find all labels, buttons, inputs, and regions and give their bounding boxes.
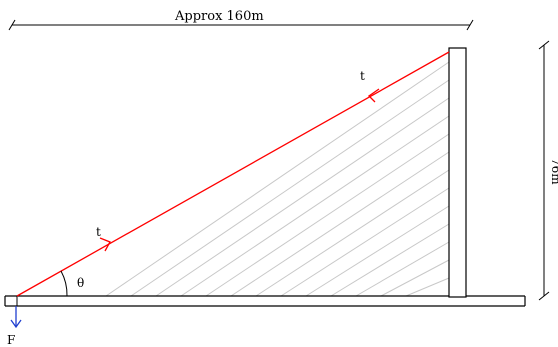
tension-label-lower: t <box>96 225 101 239</box>
stay-cable <box>230 151 450 297</box>
stay-cable <box>305 205 450 297</box>
stay-cable <box>380 259 450 297</box>
tension-label-upper: t <box>360 69 365 83</box>
force-arrow <box>10 306 22 329</box>
main-cable <box>16 51 450 297</box>
tension-arrow-upper <box>367 88 380 103</box>
angle-label: θ <box>77 276 84 290</box>
stay-cable <box>280 187 450 297</box>
span-label: Approx 160m <box>174 9 264 24</box>
stay-cable <box>355 241 450 297</box>
bridge-deck <box>4 295 526 307</box>
force-label: F <box>7 333 15 347</box>
stay-cable <box>405 277 450 297</box>
angle-arc <box>60 270 68 297</box>
stay-cable <box>205 133 450 297</box>
stay-cable <box>105 61 450 297</box>
height-label: 76m <box>549 158 558 185</box>
stay-cables <box>105 61 450 297</box>
stay-cable <box>130 79 450 297</box>
stay-cable <box>155 97 450 297</box>
tower <box>448 47 467 298</box>
stay-cable <box>330 223 450 297</box>
stay-cable <box>180 115 450 297</box>
span-dimension <box>8 19 474 31</box>
stay-cable <box>255 169 450 297</box>
tension-arrow-lower <box>99 237 111 252</box>
height-dimension <box>538 40 550 301</box>
